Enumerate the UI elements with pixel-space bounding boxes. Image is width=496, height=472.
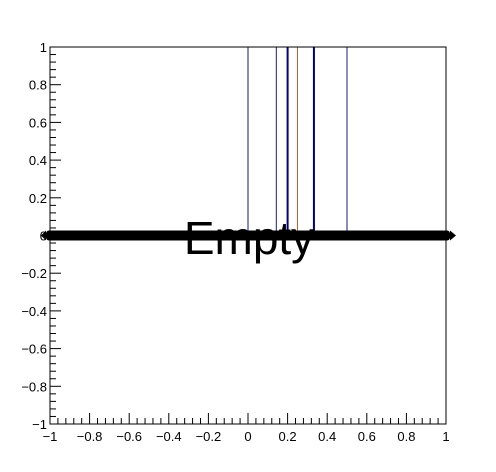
band-arrow-left: [41, 230, 46, 241]
x-tick-label: −0.4: [156, 429, 182, 444]
y-tick-label: −0.8: [21, 379, 47, 394]
x-tick-label: 0.4: [318, 429, 336, 444]
y-tick-label: −1: [32, 417, 47, 432]
zero-band-group: [41, 230, 456, 241]
x-tick-label: 0.6: [358, 429, 376, 444]
x-tick-label: −1: [43, 429, 58, 444]
empty-annotation: Empty: [184, 212, 314, 264]
x-tick-label: 1: [442, 429, 449, 444]
y-tick-label: −0.2: [21, 266, 47, 281]
x-tick-label: 0: [244, 429, 251, 444]
x-tick-label: −0.2: [196, 429, 222, 444]
y-tick-label: 0.8: [29, 78, 47, 93]
x-tick-label: −0.6: [116, 429, 142, 444]
y-tick-label: 0.4: [29, 153, 47, 168]
x-tick-label: −0.8: [77, 429, 103, 444]
y-tick-label: 0: [40, 229, 47, 244]
band-arrow-right: [450, 230, 456, 241]
y-tick-label: 1: [40, 40, 47, 55]
zero-band: [46, 230, 450, 241]
x-tick-label: 0.8: [397, 429, 415, 444]
x-tick-label: 0.2: [279, 429, 297, 444]
y-tick-label: −0.4: [21, 304, 47, 319]
y-axis-tick-labels: −1 −0.8 −0.6 −0.4 −0.2 0 0.2 0.4 0.6 0.8 1: [21, 40, 47, 432]
x-axis-tick-labels: −1 −0.8 −0.6 −0.4 −0.2 0 0.2 0.4 0.6 0.8 1: [43, 429, 450, 444]
x-axis-ticks: [49, 413, 447, 424]
y-axis-ticks: [50, 46, 61, 425]
vertical-lines-group: [247, 47, 348, 236]
y-tick-label: 0.2: [29, 191, 47, 206]
y-tick-label: 0.6: [29, 115, 47, 130]
y-tick-label: −0.6: [21, 342, 47, 357]
